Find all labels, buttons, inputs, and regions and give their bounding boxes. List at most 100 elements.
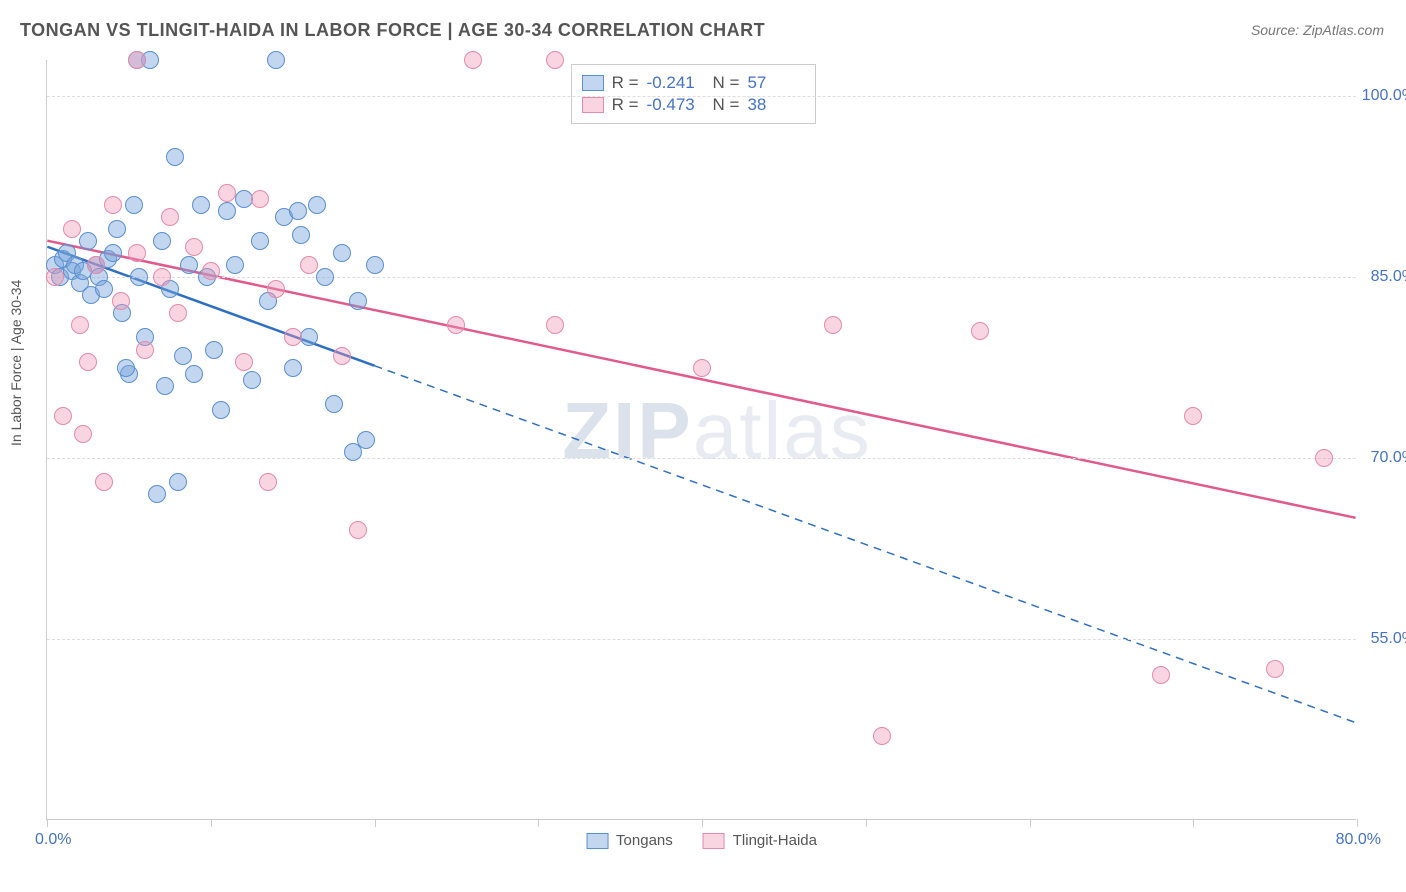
y-tick-label: 55.0% (1361, 630, 1406, 648)
legend-swatch (703, 833, 725, 849)
data-point (153, 232, 171, 250)
data-point (130, 268, 148, 286)
correlation-box: R =-0.241N =57R =-0.473N =38 (571, 64, 817, 124)
watermark-light: atlas (693, 385, 872, 474)
trend-line-dashed (374, 366, 1355, 723)
data-point (1184, 407, 1202, 425)
data-point (128, 51, 146, 69)
data-point (192, 196, 210, 214)
trend-lines-svg (47, 60, 1356, 819)
data-point (71, 316, 89, 334)
chart-title: TONGAN VS TLINGIT-HAIDA IN LABOR FORCE |… (20, 20, 765, 41)
legend-item: Tongans (586, 832, 673, 849)
legend-label: Tlingit-Haida (733, 832, 817, 849)
series-swatch (582, 75, 604, 91)
data-point (166, 148, 184, 166)
data-point (79, 353, 97, 371)
x-axis-max-label: 80.0% (1336, 831, 1381, 849)
data-point (202, 262, 220, 280)
gridline (47, 458, 1356, 459)
data-point (169, 473, 187, 491)
data-point (87, 256, 105, 274)
data-point (349, 292, 367, 310)
correlation-row: R =-0.241N =57 (582, 73, 806, 93)
data-point (546, 316, 564, 334)
data-point (292, 226, 310, 244)
data-point (349, 521, 367, 539)
data-point (125, 196, 143, 214)
chart-container: TONGAN VS TLINGIT-HAIDA IN LABOR FORCE |… (0, 0, 1406, 892)
source-label: Source: ZipAtlas.com (1251, 22, 1384, 38)
data-point (300, 328, 318, 346)
legend: Tongans Tlingit-Haida (586, 832, 817, 849)
data-point (824, 316, 842, 334)
watermark: ZIPatlas (562, 384, 871, 476)
n-label: N = (713, 95, 740, 115)
data-point (300, 256, 318, 274)
data-point (54, 407, 72, 425)
y-tick-label: 100.0% (1361, 87, 1406, 105)
r-value: -0.241 (647, 73, 705, 93)
x-tick (702, 819, 703, 827)
gridline (47, 277, 1356, 278)
data-point (185, 365, 203, 383)
data-point (169, 304, 187, 322)
y-tick-label: 70.0% (1361, 449, 1406, 467)
data-point (226, 256, 244, 274)
data-point (1266, 660, 1284, 678)
gridline (47, 639, 1356, 640)
x-tick (375, 819, 376, 827)
x-tick (1030, 819, 1031, 827)
data-point (243, 371, 261, 389)
data-point (153, 268, 171, 286)
data-point (95, 473, 113, 491)
data-point (46, 268, 64, 286)
x-tick (538, 819, 539, 827)
data-point (117, 359, 135, 377)
y-tick-label: 85.0% (1361, 268, 1406, 286)
n-value: 38 (747, 95, 805, 115)
data-point (156, 377, 174, 395)
data-point (128, 244, 146, 262)
data-point (251, 190, 269, 208)
x-tick (1193, 819, 1194, 827)
x-tick (211, 819, 212, 827)
data-point (235, 353, 253, 371)
data-point (344, 443, 362, 461)
data-point (693, 359, 711, 377)
legend-label: Tongans (616, 832, 673, 849)
data-point (333, 244, 351, 262)
gridline (47, 96, 1356, 97)
data-point (464, 51, 482, 69)
data-point (447, 316, 465, 334)
data-point (218, 202, 236, 220)
data-point (136, 341, 154, 359)
legend-swatch (586, 833, 608, 849)
data-point (289, 202, 307, 220)
plot-area: ZIPatlas R =-0.241N =57R =-0.473N =38 0.… (46, 60, 1356, 820)
data-point (267, 280, 285, 298)
data-point (148, 485, 166, 503)
data-point (267, 51, 285, 69)
data-point (180, 256, 198, 274)
data-point (218, 184, 236, 202)
data-point (316, 268, 334, 286)
watermark-bold: ZIP (562, 385, 692, 474)
data-point (259, 473, 277, 491)
x-tick (1357, 819, 1358, 827)
data-point (1152, 666, 1170, 684)
data-point (74, 425, 92, 443)
data-point (251, 232, 269, 250)
legend-item: Tlingit-Haida (703, 832, 817, 849)
data-point (108, 220, 126, 238)
x-axis-min-label: 0.0% (35, 831, 71, 849)
data-point (185, 238, 203, 256)
data-point (308, 196, 326, 214)
n-value: 57 (747, 73, 805, 93)
r-label: R = (612, 95, 639, 115)
data-point (212, 401, 230, 419)
data-point (284, 359, 302, 377)
data-point (205, 341, 223, 359)
r-label: R = (612, 73, 639, 93)
y-axis-title: In Labor Force | Age 30-34 (8, 280, 24, 446)
